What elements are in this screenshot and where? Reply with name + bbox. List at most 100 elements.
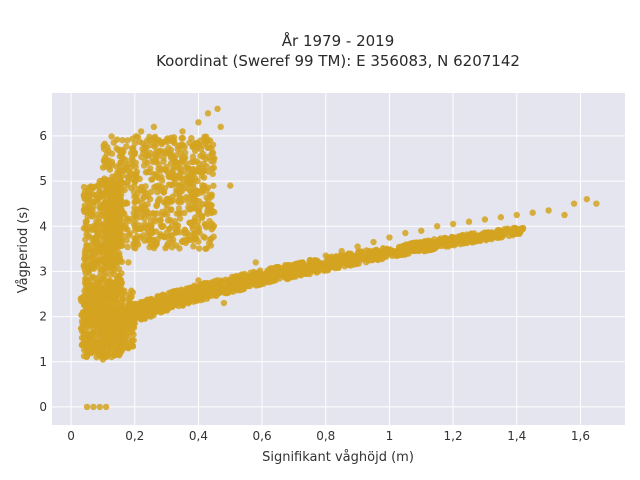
scatter-point [83, 242, 90, 249]
scatter-point [210, 164, 218, 171]
scatter-point [96, 177, 103, 185]
scatter-point [113, 260, 121, 267]
scatter-point [100, 224, 108, 232]
scatter-point [131, 320, 138, 327]
scatter-point [150, 123, 158, 131]
y-tick-label: 1 [39, 355, 47, 369]
scatter-point [299, 259, 307, 267]
scatter-point [150, 135, 157, 143]
scatter-point [140, 150, 147, 157]
scatter-point [149, 176, 156, 183]
scatter-point [163, 211, 171, 218]
scatter-point [112, 176, 120, 183]
scatter-point [172, 288, 179, 295]
scatter-point [402, 229, 409, 237]
scatter-point [175, 187, 182, 195]
scatter-point [150, 244, 158, 252]
scatter-point [225, 277, 232, 284]
scatter-point [179, 299, 186, 307]
scatter-point [122, 224, 129, 232]
scatter-point [200, 282, 207, 289]
y-tick-label: 3 [39, 264, 47, 278]
scatter-point [79, 320, 86, 327]
scatter-point [335, 259, 343, 267]
scatter-point [125, 259, 132, 266]
scatter-point [113, 136, 121, 143]
scatter-point [119, 344, 126, 352]
scatter-point [140, 194, 147, 202]
scatter-point [99, 190, 107, 197]
scatter-point [386, 234, 393, 241]
scatter-point [128, 325, 135, 333]
scatter-point [104, 302, 111, 309]
scatter-point [147, 141, 154, 149]
scatter-point [191, 147, 199, 155]
x-tick-label: 1,6 [571, 429, 590, 443]
scatter-point [93, 280, 100, 288]
scatter-point [117, 179, 124, 187]
scatter-point [217, 123, 224, 131]
scatter-point [195, 160, 203, 167]
scatter-point [158, 208, 166, 216]
y-tick-label: 5 [39, 174, 47, 188]
scatter-point [163, 167, 170, 175]
scatter-point [195, 225, 203, 232]
scatter-point [295, 267, 303, 274]
scatter-point [108, 133, 115, 140]
scatter-point [513, 211, 520, 219]
scatter-point [115, 272, 123, 280]
scatter-point [322, 252, 329, 259]
scatter-point [433, 238, 440, 246]
scatter-point [93, 317, 100, 325]
scatter-point [481, 216, 489, 223]
x-tick-label: 0,2 [125, 429, 144, 443]
scatter-point [126, 232, 133, 239]
scatter-point [545, 207, 552, 214]
scatter-point [180, 291, 188, 299]
scatter-point [190, 158, 197, 166]
scatter-point [236, 285, 244, 293]
scatter-point [121, 210, 128, 218]
scatter-point [389, 252, 396, 259]
scatter-point [204, 207, 211, 215]
scatter-point [84, 226, 91, 234]
scatter-point [358, 256, 365, 263]
scatter-point [465, 218, 473, 225]
scatter-point [131, 219, 139, 227]
scatter-point [146, 195, 154, 203]
scatter-point [81, 248, 89, 256]
scatter-point [147, 223, 154, 230]
scatter-point [139, 140, 146, 147]
scatter-point [130, 161, 137, 168]
x-tick-label: 0 [67, 429, 75, 443]
scatter-point [102, 342, 110, 349]
scatter-point [191, 167, 199, 174]
scatter-point [132, 212, 139, 220]
scatter-point [151, 210, 158, 218]
scatter-point [169, 181, 176, 188]
scatter-point [90, 286, 97, 293]
scatter-point [130, 182, 138, 190]
scatter-point [152, 183, 159, 190]
scatter-point [199, 150, 207, 158]
scatter-point [131, 150, 138, 158]
scatter-point [352, 258, 359, 266]
x-tick-label: 0,6 [253, 429, 272, 443]
scatter-point [247, 269, 254, 277]
scatter-point [78, 341, 86, 349]
scatter-point [583, 195, 590, 203]
scatter-point [269, 277, 276, 285]
scatter-point [263, 270, 271, 277]
scatter-point [134, 311, 142, 319]
scatter-point [120, 155, 127, 162]
y-tick-label: 0 [39, 400, 47, 414]
scatter-point [374, 255, 382, 262]
scatter-point [126, 315, 133, 322]
scatter-point [198, 186, 206, 194]
scatter-point [208, 220, 216, 228]
scatter-point [144, 201, 151, 208]
scatter-point [82, 236, 89, 243]
scatter-point [198, 172, 205, 180]
scatter-point [124, 175, 132, 182]
